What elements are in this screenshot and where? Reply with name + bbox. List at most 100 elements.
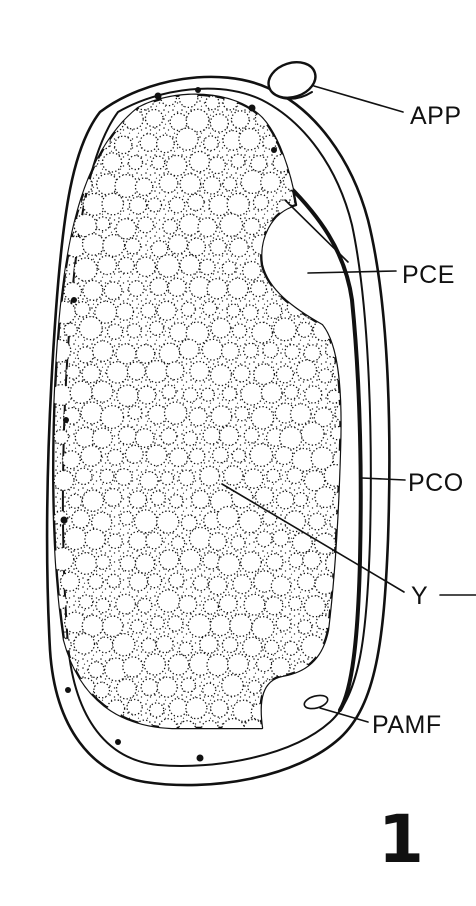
yolk-globule <box>276 199 292 215</box>
yolk-globule <box>182 430 198 447</box>
yolk-globule <box>119 554 137 572</box>
yolk-globule <box>209 364 232 387</box>
yolk-globule <box>305 257 322 274</box>
yolk-globule <box>80 401 104 425</box>
yolk-globule <box>158 173 179 194</box>
yolk-globule <box>113 135 133 155</box>
yolk-globule <box>278 426 303 450</box>
yolk-globule <box>238 509 262 534</box>
yolk-globule <box>297 619 313 635</box>
yolk-globule <box>65 364 81 380</box>
yolk-globule <box>53 469 75 492</box>
yolk-globule <box>148 702 165 718</box>
yolk-globule <box>115 678 137 700</box>
yolk-globule <box>179 173 202 195</box>
yolk-globule <box>247 679 262 695</box>
yolk-globule <box>227 277 249 300</box>
yolk-globule <box>150 240 169 258</box>
yolk-globule <box>91 340 114 363</box>
yolk-globule <box>272 698 292 718</box>
yolk-globule <box>319 281 334 296</box>
yolk-globule <box>255 655 273 673</box>
yolk-globule <box>210 405 233 428</box>
yolk-globule <box>185 108 210 133</box>
yolk-globule <box>201 338 224 361</box>
yolk-globule <box>210 317 232 339</box>
label-app: APP <box>410 102 462 130</box>
yolk-globule <box>324 676 341 694</box>
yolk-globule <box>240 382 264 406</box>
leader-pco <box>361 477 406 481</box>
yolk-globule <box>95 554 111 570</box>
yolk-globule <box>296 572 316 592</box>
yolk-globule <box>325 295 341 319</box>
yolk-globule <box>188 447 206 465</box>
yolk-globule <box>168 322 189 343</box>
yolk-globule <box>63 281 83 301</box>
yolk-globule <box>230 110 250 130</box>
yolk-globule <box>251 321 274 344</box>
yolk-globule <box>151 155 166 170</box>
yolk-globule <box>264 257 280 274</box>
yolk-globule <box>221 260 237 276</box>
yolk-globule <box>161 384 177 400</box>
yolk-globule <box>74 467 93 486</box>
yolk-globule <box>314 110 337 133</box>
yolk-globule <box>209 614 232 637</box>
yolk-globule <box>284 343 301 360</box>
yolk-globule <box>327 596 341 614</box>
yolk-globule <box>124 237 142 255</box>
yolk-globule <box>155 134 175 154</box>
yolk-globule <box>186 193 205 212</box>
yolk-globule <box>185 696 208 720</box>
yolk-globule <box>188 276 211 299</box>
yolk-globule <box>334 572 341 595</box>
yolk-globule <box>334 402 341 423</box>
yolk-globule <box>209 699 229 718</box>
yolk-globule <box>323 463 341 487</box>
yolk-globule <box>143 653 167 676</box>
yolk-globule <box>167 277 187 297</box>
yolk-globule <box>282 215 305 238</box>
yolk-globule <box>297 237 312 252</box>
yolk-globule <box>91 380 114 403</box>
leader-pce <box>307 270 397 274</box>
yolk-globule <box>139 471 159 491</box>
yolk-globule <box>208 156 227 175</box>
yolk-globule <box>136 597 153 614</box>
yolk-globule <box>145 359 169 384</box>
yolk-globule <box>159 471 175 486</box>
yolk-globule <box>313 532 337 555</box>
yolk-globule <box>241 260 262 281</box>
yolk-globule <box>250 154 268 173</box>
yolk-globule <box>221 674 244 697</box>
yolk-globule <box>127 280 145 298</box>
yolk-globule <box>206 653 230 677</box>
yolk-globule <box>283 384 300 400</box>
yolk-globule <box>265 302 283 320</box>
yolk-globule <box>240 169 265 195</box>
yolk-globule <box>95 216 111 232</box>
yolk-globule <box>284 719 304 728</box>
yolk-globule <box>124 444 144 464</box>
yolk-globule <box>78 594 94 610</box>
yolk-globule <box>63 322 78 338</box>
yolk-globule <box>137 216 155 234</box>
yolk-globule <box>69 380 93 405</box>
yolk-globule <box>114 468 133 486</box>
yolk-globule <box>226 303 241 318</box>
yolk-globule <box>202 175 222 195</box>
yolk-globule <box>167 653 190 676</box>
yolk-globule <box>187 237 207 257</box>
yolk-globule <box>115 218 137 240</box>
yolk-globule <box>168 196 186 214</box>
yolk-globule <box>275 239 290 254</box>
figure-number: 1 <box>378 801 424 878</box>
yolk-globule <box>202 551 221 570</box>
label-pce: PCE <box>402 261 455 289</box>
yolk-globule <box>250 280 268 298</box>
yolk-globule <box>286 467 304 485</box>
yolk-globule <box>336 325 341 342</box>
yolk-globule <box>208 194 231 217</box>
yolk-globule <box>135 256 157 278</box>
